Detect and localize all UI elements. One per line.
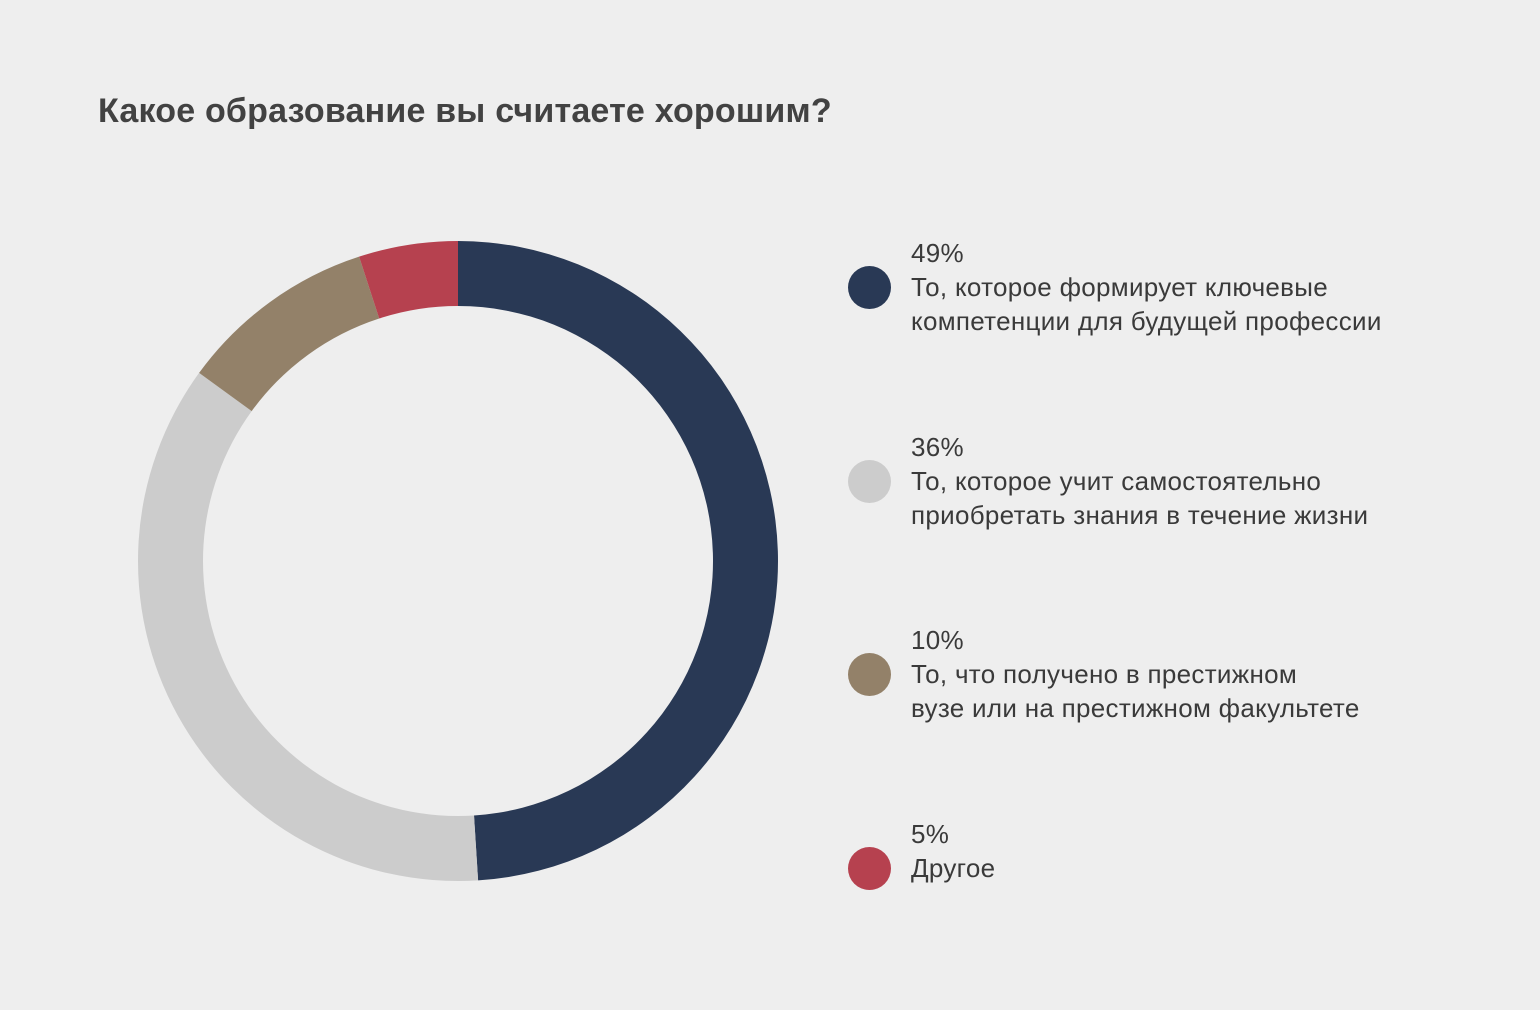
donut-slices	[138, 241, 778, 881]
legend-label-line: приобретать знания в течение жизни	[911, 498, 1368, 532]
legend-swatch-other	[848, 847, 891, 890]
legend-label-line: То, что получено в престижном	[911, 657, 1360, 691]
legend-item-prestige: 10% То, что получено в престижном вузе и…	[848, 623, 1488, 817]
legend: 49% То, которое формирует ключевые компе…	[848, 236, 1488, 1010]
legend-value: 36%	[911, 430, 1368, 464]
legend-swatch-prestige	[848, 653, 891, 696]
legend-swatch-competencies	[848, 266, 891, 309]
legend-value: 49%	[911, 236, 1382, 270]
legend-item-self-learning: 36% То, которое учит самостоятельно прио…	[848, 430, 1488, 624]
legend-value: 5%	[911, 817, 995, 851]
legend-label-line: То, которое формирует ключевые	[911, 270, 1382, 304]
legend-swatch-self-learning	[848, 460, 891, 503]
legend-text-competencies: 49% То, которое формирует ключевые компе…	[911, 236, 1382, 338]
slice-self-learning	[138, 373, 478, 881]
slice-competencies	[458, 241, 778, 880]
legend-text-other: 5% Другое	[911, 817, 995, 885]
legend-item-competencies: 49% То, которое формирует ключевые компе…	[848, 236, 1488, 430]
legend-label-line: компетенции для будущей профессии	[911, 304, 1382, 338]
legend-value: 10%	[911, 623, 1360, 657]
legend-item-other: 5% Другое	[848, 817, 1488, 1010]
legend-label-line: Другое	[911, 851, 995, 885]
legend-label-line: вузе или на престижном факультете	[911, 691, 1360, 725]
slice-prestige	[199, 257, 379, 411]
legend-text-self-learning: 36% То, которое учит самостоятельно прио…	[911, 430, 1368, 532]
legend-label-line: То, которое учит самостоятельно	[911, 464, 1368, 498]
legend-text-prestige: 10% То, что получено в престижном вузе и…	[911, 623, 1360, 725]
